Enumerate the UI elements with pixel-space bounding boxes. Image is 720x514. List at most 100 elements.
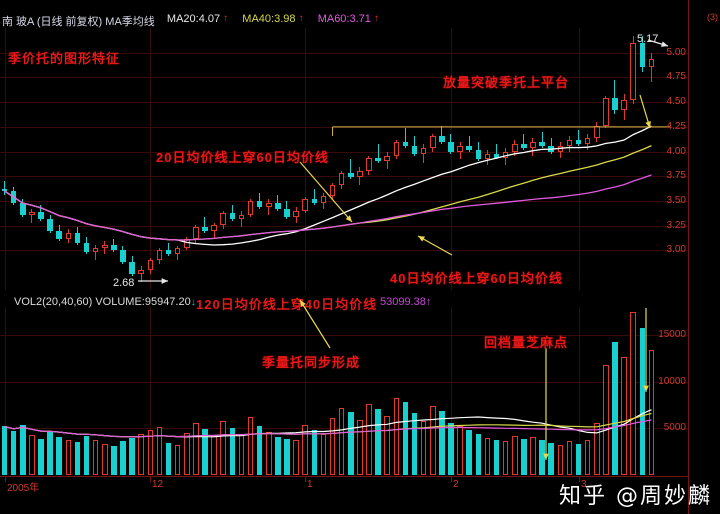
volume-bar <box>220 420 227 475</box>
candle-body <box>19 202 26 215</box>
volume-bar <box>402 402 409 475</box>
volume-secondary-value: 53099.38↑ <box>380 296 432 308</box>
candle-body <box>539 141 545 146</box>
volume-axis: 15000 10000 5000 <box>656 307 688 475</box>
volume-ma-line-40 <box>4 412 652 438</box>
chart-header: 南 玻A (日线 前复权) MA季均线 MA20:4.07 ↑ MA40:3.9… <box>2 13 379 28</box>
volume-bar <box>56 436 63 475</box>
volume-bar <box>630 311 637 475</box>
gridline-vertical <box>579 307 580 475</box>
volume-axis-tick: 5000 <box>663 422 686 434</box>
candlestick <box>429 28 436 290</box>
volume-bar <box>302 424 309 475</box>
candle-body <box>439 135 445 142</box>
header-symbol-title: 南 玻A (日线 前复权) MA季均线 <box>2 16 155 28</box>
candle-wick <box>140 266 142 283</box>
volume-axis-tick: 10000 <box>658 375 686 387</box>
candle-body <box>484 153 491 160</box>
annotation-breakout: 放量突破季托上平台 <box>443 75 570 90</box>
volume-indicator-label: VOL2(20,40,60) VOLUME:95947.20↓ <box>14 296 196 308</box>
volume-bar <box>475 433 482 475</box>
candle-body <box>202 226 208 231</box>
volume-chart-pane[interactable]: 15000 10000 5000 <box>0 307 688 475</box>
volume-bar <box>65 440 72 475</box>
candle-body <box>621 100 627 111</box>
volume-bar <box>411 413 418 475</box>
candlestick <box>338 28 345 290</box>
volume-ma-line-20 <box>4 409 652 438</box>
candlestick <box>539 28 545 290</box>
gridline <box>0 102 688 104</box>
candlestick <box>511 28 518 290</box>
date-axis: 2005年 12 1 2 3 <box>0 476 688 495</box>
price-axis-tick: 4.50 <box>666 96 686 108</box>
volume-bar <box>284 438 290 475</box>
candle-body <box>165 250 172 255</box>
candle-wick <box>4 181 6 196</box>
volume-bar <box>648 349 655 475</box>
gridline <box>0 381 688 383</box>
candlestick <box>448 28 454 290</box>
date-axis-tick <box>305 477 306 482</box>
candle-body <box>129 262 135 275</box>
candlestick <box>120 28 126 290</box>
candlestick <box>1 28 8 290</box>
candlestick <box>593 28 600 290</box>
candlestick <box>29 28 35 290</box>
candlestick <box>165 28 172 290</box>
candle-body <box>575 139 582 144</box>
volume-bar <box>10 431 17 475</box>
candle-body <box>347 173 354 178</box>
price-axis-tick: 3.50 <box>666 195 686 207</box>
gridline-vertical <box>150 307 151 475</box>
candlestick <box>74 28 81 290</box>
volume-bar <box>484 437 491 475</box>
candle-body <box>630 42 637 101</box>
annotation-volume-sync: 季量托同步形成 <box>262 355 361 370</box>
candlestick <box>375 28 381 290</box>
volume-bar <box>639 327 646 475</box>
date-axis-label: 2005年 <box>7 483 40 494</box>
label-low-price: 2.68 <box>113 277 135 289</box>
candlestick <box>584 28 591 290</box>
volume-bar <box>256 425 263 475</box>
candlestick <box>484 28 491 290</box>
candle-body <box>566 139 573 146</box>
date-axis-label: 12 <box>152 479 164 490</box>
candle-body <box>1 189 8 192</box>
volume-bar <box>147 430 154 475</box>
volume-bar <box>329 418 336 475</box>
volume-bar <box>38 438 44 475</box>
candlestick <box>366 28 372 290</box>
candlestick <box>92 28 99 290</box>
candle-body <box>138 270 145 275</box>
volume-bar <box>338 407 345 475</box>
candle-body <box>584 137 591 144</box>
candlestick <box>502 28 509 290</box>
annotation-ma20-cross-ma60: 20日均价线上穿60日均价线 <box>156 150 329 165</box>
header-ma20-value: MA20:4.07 <box>166 13 221 25</box>
volume-bar <box>439 410 445 475</box>
annotation-chart-title: 季价托的图形特征 <box>8 51 121 66</box>
candle-body <box>120 250 126 263</box>
header-corner-mark: (3) <box>707 12 718 22</box>
candlestick <box>530 28 536 290</box>
gridline-vertical <box>305 307 306 475</box>
candlestick <box>83 28 90 290</box>
annotation-ma120-cross-ma40: 120日均价线上穿40日均价线 <box>196 297 378 312</box>
price-axis-tick: 4.25 <box>666 120 686 132</box>
volume-axis-tick: 15000 <box>658 329 686 340</box>
candle-body <box>293 210 299 217</box>
candlestick <box>475 28 482 290</box>
candle-body <box>366 157 372 172</box>
candlestick <box>10 28 17 290</box>
volume-bar <box>521 438 527 475</box>
candle-body <box>557 145 564 152</box>
candle-body <box>648 58 655 67</box>
candle-wick <box>614 80 616 114</box>
price-chart-pane[interactable]: 5.00 4.75 4.50 4.25 4.00 3.75 3.50 3.25 3.00 <box>0 28 688 290</box>
price-axis-tick: 5.00 <box>666 46 686 58</box>
candlestick <box>457 28 463 290</box>
volume-bar <box>74 442 81 475</box>
candle-body <box>329 185 336 197</box>
